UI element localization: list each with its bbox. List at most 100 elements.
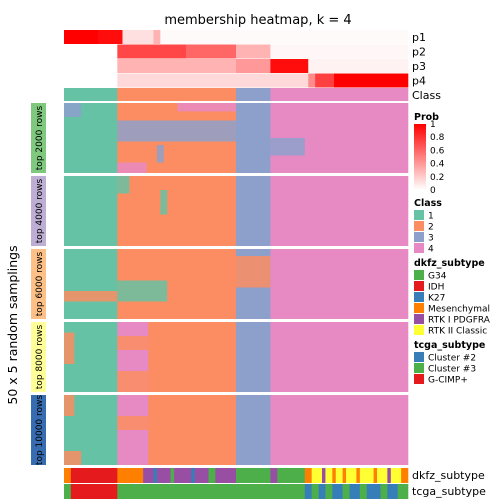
prob-cell-p3-2 <box>236 59 271 73</box>
anno-cell-dkfz_subtype-16 <box>311 468 323 483</box>
track-label-p3: p3 <box>412 60 426 73</box>
anno-cell-dkfz_subtype-3 <box>143 468 154 483</box>
legend-title-2: dkfz_subtype <box>414 258 485 269</box>
heat-noise-g0-3 <box>177 103 236 112</box>
track-label-p2: p2 <box>412 46 426 59</box>
heat-noise-g2-2 <box>64 291 118 302</box>
prob-cell-p3-0 <box>64 59 118 73</box>
legend-swatch-2-0 <box>414 270 424 280</box>
legend-swatch-3-1 <box>414 363 424 373</box>
prob-cell-p4-0 <box>64 73 118 88</box>
prob-tick-2: 0.6 <box>430 146 445 156</box>
legend-item-3-0: Cluster #2 <box>428 354 476 364</box>
legend-swatch-1-1 <box>414 221 424 231</box>
row-group-label-0: top 2000 rows <box>35 105 45 170</box>
legend-swatch-3-2 <box>414 374 424 384</box>
anno-cell-tcga_subtype-14 <box>397 484 409 499</box>
anno-cell-tcga_subtype-3 <box>304 484 312 499</box>
heat-noise-g3-0 <box>64 332 75 364</box>
heat-noise-g4-0 <box>64 395 75 416</box>
row-group-label-1: top 4000 rows <box>35 178 45 243</box>
heat-block-g1-1 <box>117 176 237 246</box>
legend-item-1-0: 1 <box>428 212 434 222</box>
legend-item-3-2: G-CIMP+ <box>428 376 468 386</box>
prob-cell-p4-2 <box>308 73 316 88</box>
anno-cell-tcga_subtype-1 <box>70 484 118 499</box>
legend-item-1-1: 2 <box>428 223 434 233</box>
prob-tick-4: 0.2 <box>430 173 444 183</box>
anno-cell-dkfz_subtype-0 <box>64 468 72 483</box>
prob-cell-p1-2 <box>122 30 154 44</box>
anno-cell-dkfz_subtype-6 <box>170 468 175 483</box>
track-label-p4: p4 <box>412 75 426 88</box>
anno-cell-tcga_subtype-11 <box>366 484 381 499</box>
prob-tick-0: 1 <box>430 120 436 130</box>
legend-title-0: Prob <box>414 112 439 123</box>
anno-cell-dkfz_subtype-13 <box>270 468 278 483</box>
heat-noise-g2-1 <box>117 280 168 302</box>
anno-cell-dkfz_subtype-17 <box>322 468 326 483</box>
anno-label-dkfz_subtype: dkfz_subtype <box>412 469 485 482</box>
heat-block-g1-3 <box>270 176 409 246</box>
legend-item-2-5: RTK II Classic <box>428 327 487 337</box>
legend-item-2-3: Mesenchymal <box>428 305 490 315</box>
anno-cell-dkfz_subtype-12 <box>236 468 271 483</box>
anno-cell-dkfz_subtype-2 <box>117 468 144 483</box>
bottom-annotations: dkfz_subtype tcga_subtype <box>64 468 486 499</box>
anno-cell-tcga_subtype-13 <box>387 484 398 499</box>
legend-item-3-1: Cluster #3 <box>428 365 476 375</box>
legend-swatch-1-3 <box>414 243 424 253</box>
heat-block-g3-4 <box>270 322 409 392</box>
class-cell-0 <box>64 88 118 101</box>
prob-tick-5: 0 <box>430 186 436 196</box>
prob-cell-p2-1 <box>117 44 187 59</box>
legend-swatch-2-4 <box>414 314 424 324</box>
prob-cell-p2-2 <box>186 44 237 59</box>
anno-cell-dkfz_subtype-21 <box>342 468 347 483</box>
anno-cell-tcga_subtype-4 <box>311 484 319 499</box>
heat-noise-g1-0 <box>117 176 130 194</box>
anno-cell-tcga_subtype-12 <box>380 484 388 499</box>
prob-tick-3: 0.4 <box>430 160 445 170</box>
anno-label-tcga_subtype: tcga_subtype <box>412 485 486 498</box>
anno-cell-tcga_subtype-2 <box>117 484 306 499</box>
legend-item-2-0: G34 <box>428 272 447 282</box>
legend-swatch-2-2 <box>414 292 424 302</box>
prob-cell-p1-1 <box>98 30 123 44</box>
y-axis-label: 50 x 5 random samplings <box>5 245 20 404</box>
anno-cell-dkfz_subtype-5 <box>156 468 171 483</box>
anno-cell-tcga_subtype-7 <box>332 484 343 499</box>
anno-cell-dkfz_subtype-29 <box>401 468 409 483</box>
prob-cell-p3-3 <box>270 59 309 73</box>
prob-tick-1: 0.8 <box>430 133 445 143</box>
row-group-label-3: top 8000 rows <box>35 324 45 389</box>
prob-cell-p4-3 <box>315 73 335 88</box>
heatmap-body: top 2000 rows top 4000 rows top 6000 rows t… <box>31 103 409 465</box>
prob-cell-p1-4 <box>160 30 409 44</box>
anno-cell-dkfz_subtype-9 <box>194 468 209 483</box>
anno-cell-dkfz_subtype-8 <box>191 468 196 483</box>
prob-cell-p4-4 <box>334 73 409 88</box>
heat-noise-g3-1 <box>117 336 149 350</box>
heat-block-g4-4 <box>270 395 409 465</box>
anno-cell-tcga_subtype-5 <box>318 484 326 499</box>
heat-noise-g0-1 <box>117 120 236 142</box>
heat-noise-g4-2 <box>64 451 82 465</box>
anno-cell-dkfz_subtype-23 <box>356 468 361 483</box>
row-group-bar-1 <box>31 176 46 246</box>
heat-noise-g0-0 <box>64 103 82 117</box>
prob-cell-p2-4 <box>270 44 409 59</box>
prob-cell-p1-3 <box>153 30 161 44</box>
legend-swatch-3-0 <box>414 352 424 362</box>
prob-cell-p1-0 <box>64 30 99 44</box>
anno-cell-dkfz_subtype-28 <box>390 468 402 483</box>
heat-noise-g4-1 <box>117 416 149 430</box>
anno-cell-dkfz_subtype-24 <box>359 468 374 483</box>
anno-cell-dkfz_subtype-26 <box>377 468 388 483</box>
anno-cell-dkfz_subtype-1 <box>70 468 118 483</box>
heat-noise-g3-2 <box>117 371 149 392</box>
legend-item-2-2: K27 <box>428 294 445 304</box>
track-label-p1: p1 <box>412 31 426 44</box>
prob-gradient-bar <box>414 124 426 190</box>
legend-item-1-2: 3 <box>428 234 434 244</box>
